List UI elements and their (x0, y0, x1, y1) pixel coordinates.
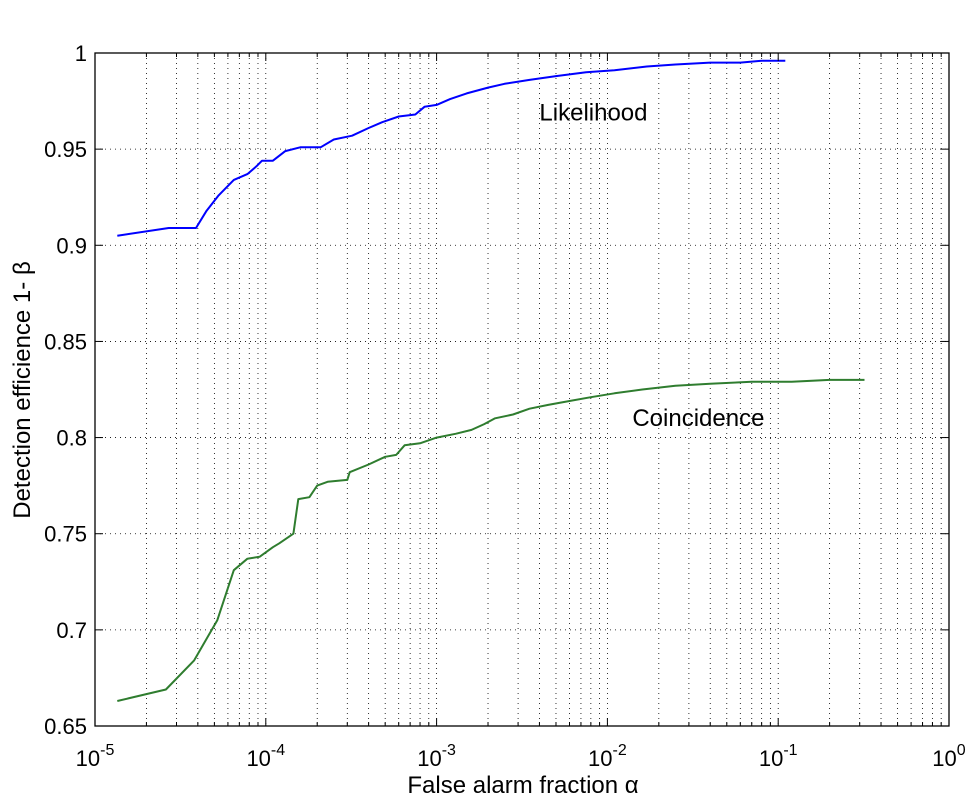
annotation-1: Likelihood (539, 99, 647, 126)
series-line-1 (117, 59, 786, 237)
plot-frame (94, 52, 950, 727)
x-tick-label: 10-4 (246, 742, 285, 771)
plot-background (95, 53, 949, 726)
y-tick-label: 0.65 (44, 714, 87, 739)
y-tick-label: 1 (75, 41, 87, 66)
y-tick-label: 0.75 (44, 522, 87, 547)
x-axis-label: False alarm fraction α (407, 772, 638, 799)
x-tick-labels: 10-5 10-4 10-3 10-2 10-1 100 (76, 742, 966, 771)
y-tick-label: 0.85 (44, 329, 87, 354)
x-tick-label: 100 (932, 742, 965, 771)
annotation-2: Coincidence (632, 405, 764, 432)
series-line-2 (117, 378, 865, 702)
series-layer (117, 59, 865, 702)
annotations: Likelihood Coincidence (539, 99, 764, 432)
x-tick-label: 10-5 (76, 742, 115, 771)
y-tick-label: 0.8 (56, 426, 87, 451)
x-tick-label: 10-2 (588, 742, 627, 771)
ticks (94, 52, 949, 727)
y-tick-label: 0.9 (56, 233, 87, 258)
y-axis-label: Detection efficience 1- β (9, 261, 36, 519)
y-tick-labels: 0.65 0.7 0.75 0.8 0.85 0.9 0.95 1 (44, 41, 87, 739)
x-tick-label: 10-3 (417, 742, 456, 771)
grid (95, 53, 949, 726)
x-tick-label: 10-1 (759, 742, 798, 771)
y-tick-label: 0.95 (44, 137, 87, 162)
y-tick-label: 0.7 (56, 618, 87, 643)
